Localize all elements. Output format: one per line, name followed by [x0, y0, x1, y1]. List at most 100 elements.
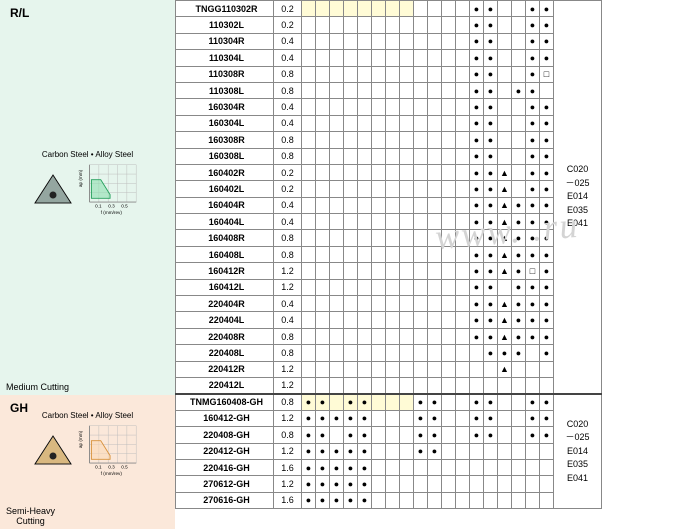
- mark-cell: [358, 1, 372, 17]
- dot-mark: ●: [488, 299, 493, 309]
- dot-mark: ●: [516, 348, 521, 358]
- mark-cell: ●: [302, 394, 316, 410]
- dot-mark: ●: [488, 184, 493, 194]
- mark-cell: [344, 66, 358, 82]
- mark-cell: [498, 82, 512, 98]
- mark-cell: [330, 99, 344, 115]
- mark-cell: [372, 328, 386, 344]
- mark-cell: [330, 361, 344, 377]
- value-cell: 0.4: [274, 296, 302, 312]
- dot-mark: ●: [488, 217, 493, 227]
- dot-mark: ●: [348, 446, 353, 456]
- mark-cell: [344, 328, 358, 344]
- mark-cell: [456, 66, 470, 82]
- mark-cell: ▲: [498, 197, 512, 213]
- mark-cell: ●: [414, 427, 428, 443]
- mark-cell: [498, 492, 512, 508]
- mark-cell: [302, 345, 316, 361]
- mark-cell: [428, 214, 442, 230]
- mark-cell: [302, 115, 316, 131]
- mark-cell: [414, 377, 428, 393]
- mark-cell: [386, 345, 400, 361]
- mark-cell: [414, 66, 428, 82]
- mark-cell: ▲: [498, 164, 512, 180]
- designation-cell: 160402R: [176, 164, 274, 180]
- mark-cell: [498, 377, 512, 393]
- mark-cell: ●: [540, 296, 554, 312]
- dot-mark: ●: [516, 200, 521, 210]
- mark-cell: [344, 115, 358, 131]
- dot-mark: ●: [348, 463, 353, 473]
- ref-cell: C020－025E014E035E041: [554, 1, 602, 394]
- mark-cell: [330, 394, 344, 410]
- mark-cell: ●: [358, 459, 372, 475]
- mark-cell: [344, 33, 358, 49]
- mark-cell: [414, 361, 428, 377]
- dot-mark: ●: [474, 4, 479, 14]
- mark-cell: ●: [330, 459, 344, 475]
- mark-cell: ●: [484, 33, 498, 49]
- dot-mark: ●: [320, 446, 325, 456]
- page-wrap: R/L Carbon Steel • Alloy Steel ap (mm) 0…: [0, 0, 675, 529]
- dot-mark: ●: [530, 102, 535, 112]
- mark-cell: [498, 50, 512, 66]
- section-title-rl: R/L: [10, 6, 169, 20]
- mark-cell: ●: [540, 99, 554, 115]
- insert-icon: [31, 432, 75, 468]
- mark-cell: [428, 377, 442, 393]
- mark-cell: ●: [540, 246, 554, 262]
- dot-mark: ●: [544, 36, 549, 46]
- svg-text:f (mm/rev): f (mm/rev): [100, 471, 122, 476]
- mark-cell: ●: [540, 230, 554, 246]
- dot-mark: ●: [530, 332, 535, 342]
- mark-cell: ●: [470, 197, 484, 213]
- mark-cell: ▲: [498, 361, 512, 377]
- mark-cell: [442, 246, 456, 262]
- tri-mark: ▲: [500, 364, 509, 374]
- value-cell: 1.2: [274, 377, 302, 393]
- mark-cell: [358, 361, 372, 377]
- mark-cell: ●: [526, 181, 540, 197]
- mark-cell: ●: [302, 427, 316, 443]
- mark-cell: ●: [526, 115, 540, 131]
- mark-cell: [456, 50, 470, 66]
- mark-cell: [442, 197, 456, 213]
- designation-cell: 160404R: [176, 197, 274, 213]
- mark-cell: [344, 230, 358, 246]
- mark-cell: ●: [526, 328, 540, 344]
- mark-cell: [302, 164, 316, 180]
- dot-mark: ●: [474, 413, 479, 423]
- mark-cell: ●: [470, 230, 484, 246]
- sq-mark: □: [544, 69, 549, 79]
- mark-cell: ●: [540, 328, 554, 344]
- mark-cell: [498, 66, 512, 82]
- mark-cell: [484, 361, 498, 377]
- dot-mark: ●: [418, 397, 423, 407]
- mark-cell: [372, 214, 386, 230]
- mark-cell: ●: [414, 394, 428, 410]
- dot-mark: ●: [530, 151, 535, 161]
- mark-cell: [358, 296, 372, 312]
- mark-cell: [512, 164, 526, 180]
- dot-mark: ●: [530, 430, 535, 440]
- mark-cell: ●: [526, 1, 540, 17]
- mark-cell: [386, 197, 400, 213]
- dot-mark: ●: [474, 200, 479, 210]
- dot-mark: ●: [474, 397, 479, 407]
- mark-cell: [428, 279, 442, 295]
- mark-cell: [400, 148, 414, 164]
- mark-cell: ●: [512, 246, 526, 262]
- mark-cell: [386, 443, 400, 459]
- mark-cell: [498, 394, 512, 410]
- value-cell: 1.2: [274, 279, 302, 295]
- dot-mark: ●: [474, 36, 479, 46]
- value-cell: 0.2: [274, 17, 302, 33]
- mark-cell: [456, 181, 470, 197]
- mark-cell: [526, 492, 540, 508]
- mark-cell: ●: [526, 296, 540, 312]
- mark-cell: ●: [470, 246, 484, 262]
- dot-mark: ●: [488, 135, 493, 145]
- value-cell: 0.8: [274, 132, 302, 148]
- mark-cell: [428, 50, 442, 66]
- mark-cell: [302, 312, 316, 328]
